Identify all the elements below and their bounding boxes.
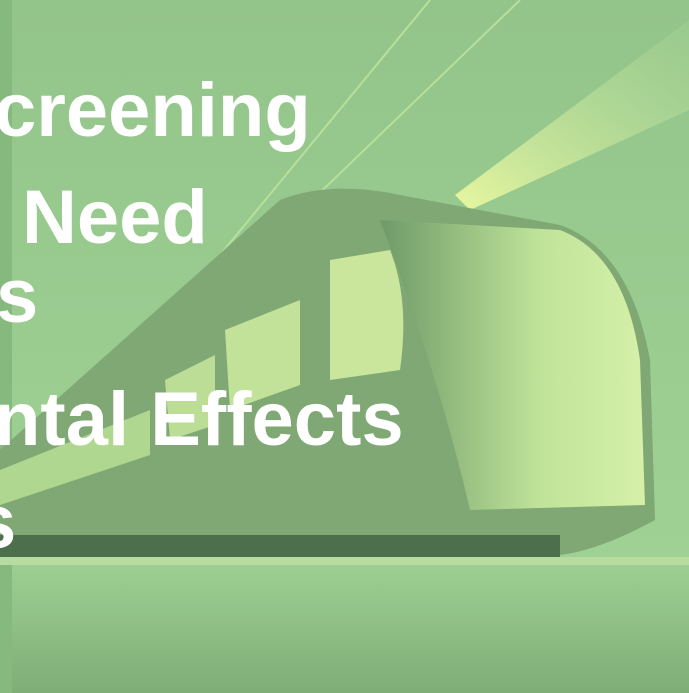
light-beam xyxy=(455,20,689,210)
train-window xyxy=(225,300,300,410)
train-nose xyxy=(380,220,645,510)
headline-line: s xyxy=(0,480,16,565)
platform-edge xyxy=(0,557,689,565)
train-window xyxy=(330,250,404,380)
headline-line: s xyxy=(0,254,38,339)
train-windows xyxy=(0,410,150,505)
train-undercarriage xyxy=(0,535,560,557)
train-window xyxy=(165,355,215,440)
headline-line: Need xyxy=(22,175,208,260)
headline-line: ntal Effects xyxy=(0,377,404,462)
headline-line: creening xyxy=(0,68,311,153)
